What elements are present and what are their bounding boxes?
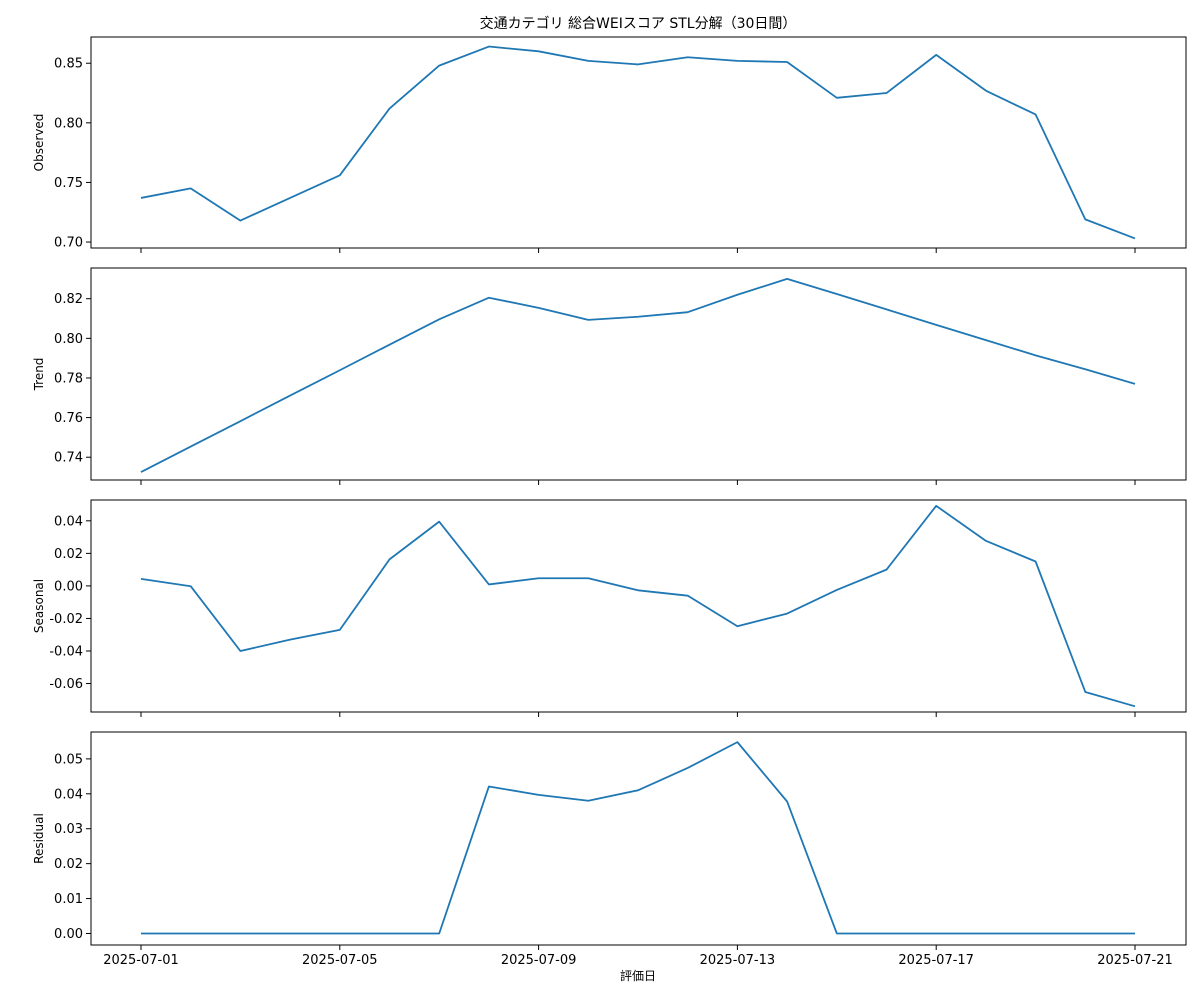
x-tick-label: 2025-07-09 xyxy=(501,953,577,968)
x-axis-ticks: 2025-07-01 2025-07-05 2025-07-09 2025-07-13… xyxy=(103,953,1173,968)
axes-frame xyxy=(90,499,1187,713)
y-axis-label: Observed xyxy=(32,114,46,172)
y-tick-label: 0.82 xyxy=(54,292,83,307)
axes-frame xyxy=(90,36,1187,249)
y-tick-label: 0.00 xyxy=(54,927,83,942)
panels: 0.70 0.75 0.80 0.85 Observed 0.74 0.76 0.78 0.80… xyxy=(32,36,1187,950)
y-tick-label: 0.85 xyxy=(54,57,83,72)
panel-trend: 0.74 0.76 0.78 0.80 0.82 Trend xyxy=(32,267,1187,485)
series-line-observed xyxy=(140,45,1136,240)
x-tick-label: 2025-07-05 xyxy=(302,953,378,968)
series-line-trend xyxy=(140,277,1136,473)
y-tick-label: 0.04 xyxy=(54,787,83,802)
panel-observed: 0.70 0.75 0.80 0.85 Observed xyxy=(32,36,1187,253)
y-tick-label: 0.74 xyxy=(54,451,83,466)
chart-title: 交通カテゴリ 総合WEIスコア STL分解（30日間） xyxy=(480,15,797,32)
y-tick-label: 0.80 xyxy=(54,332,83,347)
y-tick-label: 0.05 xyxy=(54,752,83,767)
y-tick-label: 0.78 xyxy=(54,371,83,386)
y-tick-label: 0.76 xyxy=(54,411,83,426)
y-tick-label: 0.70 xyxy=(54,236,83,251)
y-tick-label: -0.04 xyxy=(49,644,83,659)
y-tick-label: -0.06 xyxy=(49,677,83,692)
axes-frame xyxy=(90,731,1187,946)
series-line-residual xyxy=(141,741,1135,935)
x-axis-label: 評価日 xyxy=(620,968,656,983)
panel-residual: 0.00 0.01 0.02 0.03 0.04 0.05 Residual xyxy=(32,731,1187,950)
x-tick-label: 2025-07-13 xyxy=(700,953,776,968)
series-line-seasonal xyxy=(140,504,1136,708)
y-tick-label: 0.03 xyxy=(54,822,83,837)
y-axis-label: Trend xyxy=(32,358,46,392)
y-tick-label: 0.80 xyxy=(54,116,83,131)
panel-seasonal: -0.06 -0.04 -0.02 0.00 0.02 0.04 Seasonal xyxy=(32,499,1187,717)
y-tick-label: 0.04 xyxy=(54,514,83,529)
y-tick-label: 0.75 xyxy=(54,176,83,191)
y-tick-label: 0.02 xyxy=(54,547,83,562)
x-tick-label: 2025-07-01 xyxy=(103,953,179,968)
y-axis-label: Residual xyxy=(32,813,46,864)
y-tick-label: 0.02 xyxy=(54,857,83,872)
x-tick-label: 2025-07-17 xyxy=(898,953,974,968)
axes-frame xyxy=(90,267,1187,481)
y-tick-label: -0.02 xyxy=(49,612,83,627)
y-tick-label: 0.01 xyxy=(54,892,83,907)
x-tick-label: 2025-07-21 xyxy=(1097,953,1173,968)
y-tick-label: 0.00 xyxy=(54,579,83,594)
y-axis-label: Seasonal xyxy=(32,579,46,633)
